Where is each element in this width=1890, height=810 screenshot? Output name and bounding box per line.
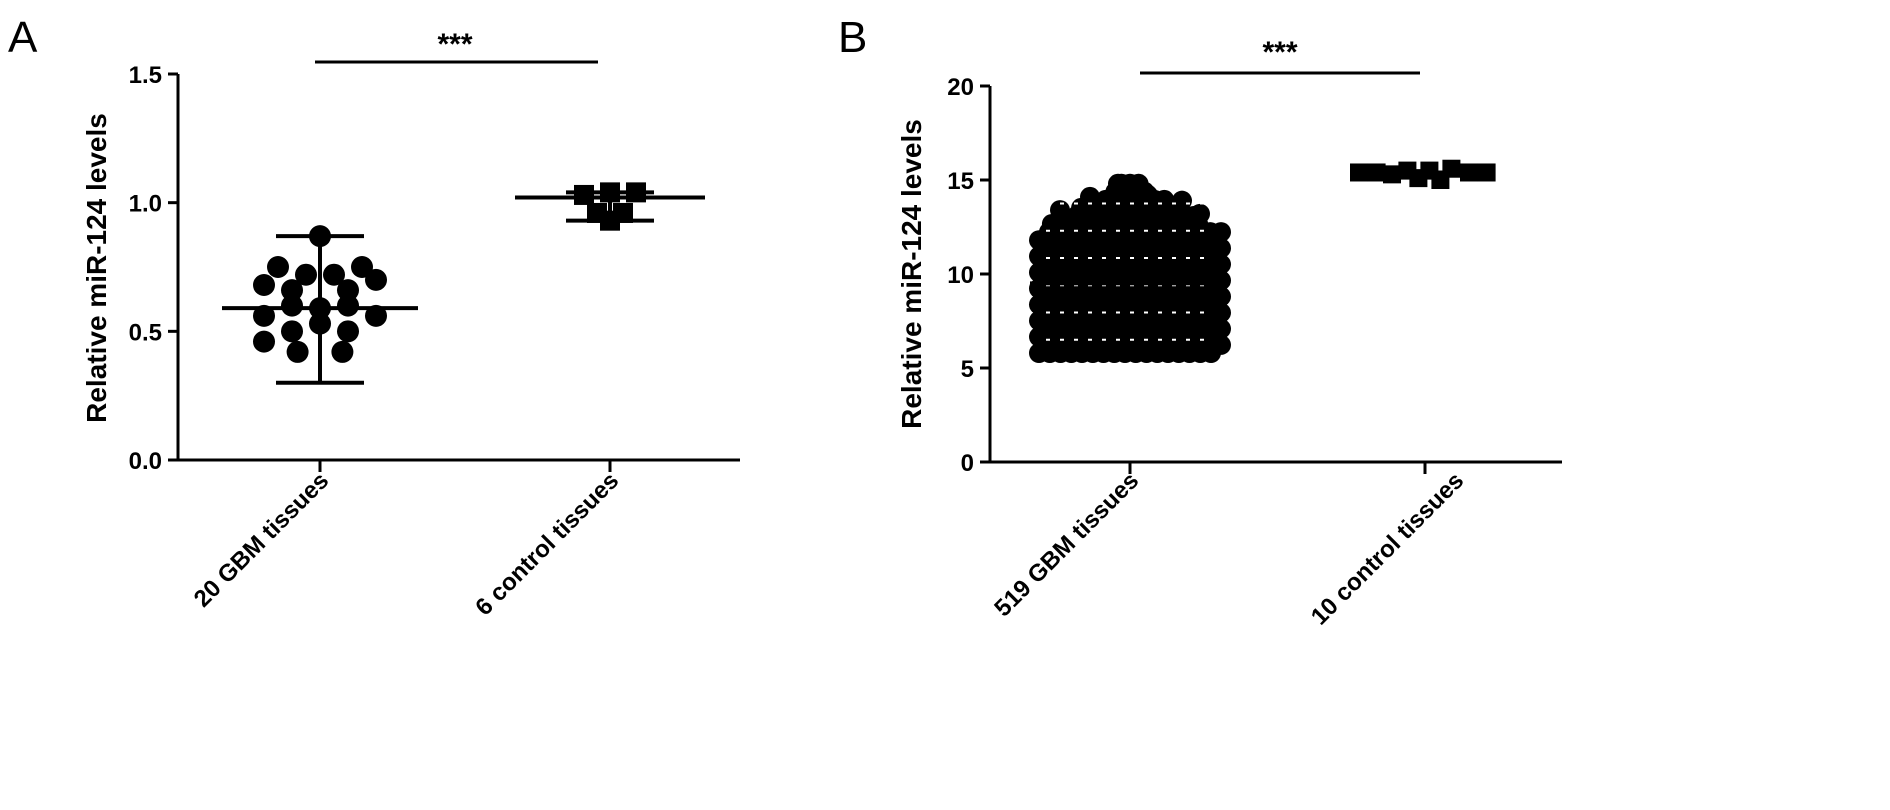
data-point — [365, 304, 387, 327]
panel-b-category-label-control: 10 control tissues — [1306, 467, 1469, 630]
panel-a-y-axis-label: Relative miR-124 levels — [81, 113, 112, 423]
data-point — [286, 340, 309, 363]
y-tick-label: 1.0 — [129, 191, 162, 218]
data-point — [281, 320, 303, 343]
data-point — [1350, 163, 1368, 182]
data-point — [365, 268, 387, 291]
data-point — [337, 294, 359, 317]
data-point — [1442, 159, 1461, 178]
data-point — [253, 330, 275, 353]
panel-a-significance-stars: *** — [437, 28, 472, 61]
panel-a-data-marks — [222, 60, 705, 385]
panel-b-y-axis-label: Relative miR-124 levels — [896, 119, 927, 429]
data-point — [1108, 173, 1128, 194]
data-point — [1211, 222, 1231, 243]
data-point — [574, 184, 594, 205]
panel-a-axes: 0.0 0.5 1.0 1.5 — [129, 62, 740, 475]
y-tick-label: 1.5 — [129, 62, 162, 89]
data-point — [351, 256, 373, 278]
data-point — [309, 225, 331, 248]
data-point — [281, 279, 303, 302]
panel-a-label: A — [8, 13, 38, 62]
data-point — [281, 294, 303, 317]
data-point — [1138, 185, 1158, 206]
panel-b-significance-stars: *** — [1262, 36, 1297, 69]
data-point — [337, 320, 359, 343]
data-point — [600, 210, 620, 231]
y-tick-label: 20 — [947, 74, 974, 101]
y-tick-label: 10 — [947, 262, 974, 289]
y-tick-label: 0 — [961, 450, 974, 477]
y-tick-label: 5 — [961, 356, 974, 383]
data-point — [1154, 189, 1175, 210]
panel-a-category-label-gbm: 20 GBM tissues — [189, 467, 334, 612]
data-point — [253, 274, 275, 297]
data-point — [1172, 190, 1192, 211]
data-point — [309, 312, 331, 335]
data-point — [337, 279, 359, 302]
panel-b-axes: 0 5 10 15 20 — [947, 74, 1562, 477]
panel-b-category-label-gbm: 519 GBM tissues — [989, 467, 1144, 622]
panel-b-data-marks — [1029, 71, 1496, 363]
data-point — [1050, 200, 1070, 221]
data-point — [1190, 203, 1210, 224]
data-point — [1477, 163, 1496, 182]
panel-b-label: B — [838, 13, 867, 62]
panel-b: B Relative miR-124 levels 0 5 10 15 20 *** 5… — [838, 13, 1562, 631]
y-tick-label: 0.5 — [129, 319, 162, 346]
y-tick-label: 0.0 — [129, 448, 162, 475]
data-point — [331, 340, 354, 363]
data-point — [1080, 186, 1100, 207]
data-point — [267, 256, 289, 278]
y-tick-label: 15 — [947, 168, 974, 195]
panel-a: A Relative miR-124 levels 0.0 0.5 1.0 1.5 *… — [8, 13, 740, 621]
panel-a-category-label-control: 6 control tissues — [470, 467, 624, 621]
data-point — [323, 263, 345, 286]
data-point — [295, 263, 317, 286]
data-point — [253, 304, 275, 327]
